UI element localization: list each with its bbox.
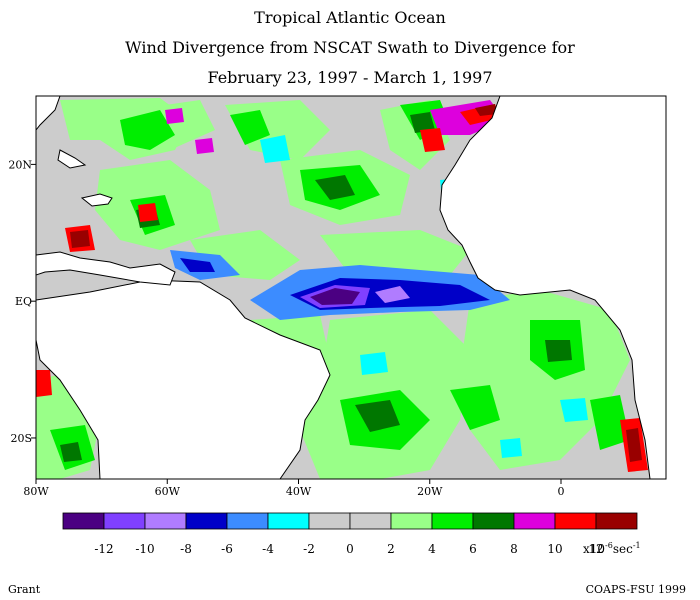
land-greater-antilles bbox=[80, 193, 113, 207]
colorbar-swatch bbox=[390, 512, 433, 530]
land-caribbean-islands bbox=[57, 149, 87, 169]
x-tick-label: 0 bbox=[558, 485, 565, 498]
colorbar-labels: -12 -10 -8 -6 -4 -2 0 2 4 6 8 10 12 bbox=[94, 542, 603, 556]
colorbar-tick-label: -2 bbox=[303, 542, 315, 556]
x-tick-label: 40W bbox=[286, 485, 312, 498]
y-tick-label: 20N bbox=[8, 158, 32, 171]
colorbar-units-exponent-2: -1 bbox=[633, 541, 641, 550]
field-dark-green bbox=[60, 112, 572, 462]
colorbar-tick-label: 12 bbox=[588, 542, 603, 556]
plot-frame bbox=[35, 95, 667, 480]
x-tick-label: 60W bbox=[155, 485, 181, 498]
colorbar-swatch bbox=[185, 512, 228, 530]
colorbar-swatch bbox=[472, 512, 515, 530]
colorbar-tick-label: 0 bbox=[346, 542, 354, 556]
colorbar-units-suffix: sec bbox=[613, 542, 633, 556]
colorbar-swatch bbox=[103, 512, 146, 530]
colorbar-tick-label: 4 bbox=[428, 542, 436, 556]
land-masses bbox=[36, 96, 666, 479]
divergence-field bbox=[36, 96, 666, 479]
colorbar-tick-label: -8 bbox=[180, 542, 192, 556]
credit-author: Grant bbox=[8, 583, 41, 596]
land-africa bbox=[439, 96, 666, 479]
y-tick-label: 20S bbox=[10, 432, 32, 445]
title-line-3: February 23, 1997 - March 1, 1997 bbox=[207, 68, 493, 87]
colorbar-tick-label: 8 bbox=[510, 542, 518, 556]
colorbar-tick-label: 6 bbox=[469, 542, 477, 556]
colorbar-units-prefix: x10 bbox=[583, 542, 605, 556]
colorbar-swatch bbox=[308, 512, 351, 530]
colorbar bbox=[62, 512, 638, 530]
colorbar-tick-label: 10 bbox=[547, 542, 562, 556]
colorbar-tick-label: -12 bbox=[94, 542, 113, 556]
colorbar-units: x10-6sec-1 bbox=[583, 541, 641, 556]
x-axis: 80W 60W 40W 20W 0 bbox=[23, 479, 565, 498]
land-central-america bbox=[36, 251, 176, 286]
colorbar-tick-label: -10 bbox=[135, 542, 154, 556]
x-tick-label: 20W bbox=[417, 485, 443, 498]
colorbar-swatch bbox=[144, 512, 187, 530]
y-tick-label: EQ bbox=[15, 295, 32, 308]
colorbar-swatch bbox=[226, 512, 269, 530]
land-north-america bbox=[36, 96, 61, 131]
colorbar-swatch bbox=[513, 512, 556, 530]
land-south-america bbox=[36, 279, 331, 479]
field-convergence-band bbox=[170, 250, 510, 320]
colorbar-swatch bbox=[595, 512, 638, 530]
colorbar-swatch bbox=[267, 512, 310, 530]
colorbar-swatch bbox=[62, 512, 105, 530]
colorbar-tick-label: -4 bbox=[262, 542, 274, 556]
colorbar-units-exponent: -6 bbox=[605, 541, 613, 550]
colorbar-swatch bbox=[349, 512, 392, 530]
colorbar-tick-label: 2 bbox=[387, 542, 395, 556]
title-line-2: Wind Divergence from NSCAT Swath to Dive… bbox=[125, 38, 575, 57]
colorbar-swatch bbox=[554, 512, 597, 530]
y-axis: 20N EQ 20S bbox=[8, 158, 36, 445]
credit-institution: COAPS-FSU 1999 bbox=[585, 583, 686, 596]
field-divergence-positive bbox=[36, 100, 648, 472]
x-tick-label: 80W bbox=[23, 485, 49, 498]
colorbar-tick-label: -6 bbox=[221, 542, 233, 556]
colorbar-swatch bbox=[431, 512, 474, 530]
title-line-1: Tropical Atlantic Ocean bbox=[254, 8, 446, 27]
